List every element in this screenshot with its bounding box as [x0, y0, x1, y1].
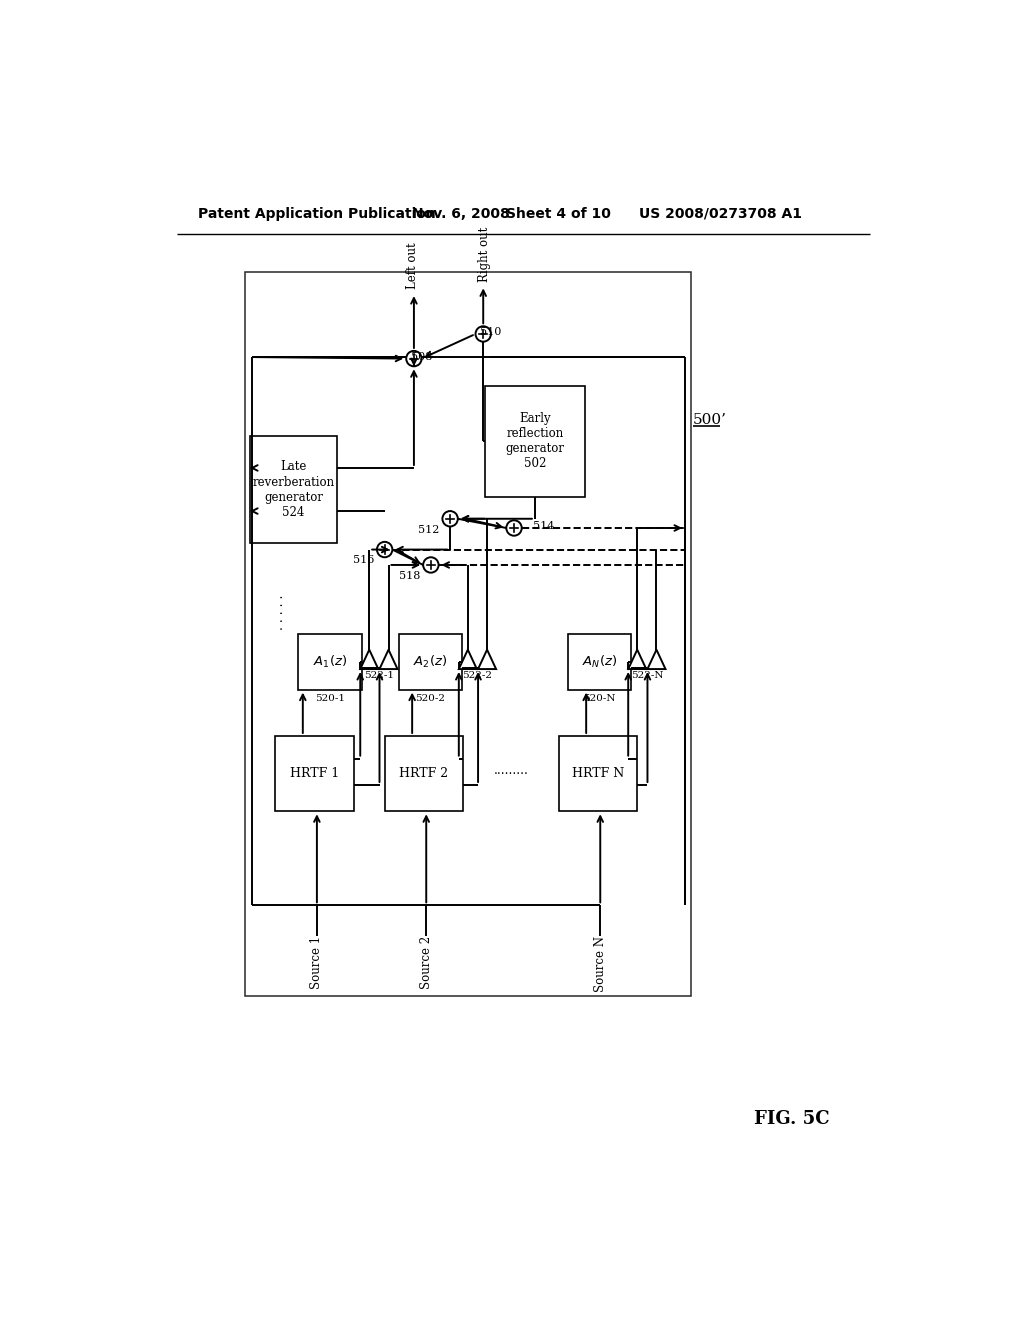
Text: Left out: Left out: [406, 243, 419, 289]
Circle shape: [506, 520, 521, 536]
Circle shape: [407, 351, 422, 367]
Text: Patent Application Publication: Patent Application Publication: [199, 207, 436, 220]
Text: HRTF 1: HRTF 1: [290, 767, 339, 780]
Text: Early
reflection
generator
502: Early reflection generator 502: [505, 412, 564, 470]
Circle shape: [377, 543, 392, 557]
Bar: [250, 436, 337, 544]
Text: 522-2: 522-2: [463, 671, 493, 680]
Text: 516: 516: [352, 556, 374, 565]
Polygon shape: [478, 649, 496, 669]
Text: $A_2(z)$: $A_2(z)$: [413, 653, 447, 671]
Polygon shape: [647, 649, 666, 669]
Text: 508: 508: [411, 352, 432, 362]
Polygon shape: [628, 649, 646, 669]
Polygon shape: [459, 649, 477, 669]
Text: 522-N: 522-N: [631, 671, 664, 680]
Text: · · · · ·: · · · · ·: [276, 595, 290, 631]
Text: Nov. 6, 2008: Nov. 6, 2008: [412, 207, 509, 220]
Bar: [559, 737, 637, 812]
Text: 518: 518: [398, 570, 420, 581]
Bar: [275, 737, 354, 812]
Circle shape: [442, 511, 458, 527]
Text: $A_1(z)$: $A_1(z)$: [313, 653, 347, 671]
Circle shape: [475, 326, 490, 342]
Text: FIG. 5C: FIG. 5C: [755, 1110, 829, 1129]
Text: 514: 514: [532, 521, 554, 532]
Text: Source N: Source N: [594, 936, 607, 993]
Bar: [398, 635, 462, 689]
Text: HRTF N: HRTF N: [571, 767, 624, 780]
Text: 512: 512: [418, 524, 439, 535]
Text: US 2008/0273708 A1: US 2008/0273708 A1: [639, 207, 802, 220]
Bar: [484, 385, 585, 498]
Bar: [245, 272, 691, 997]
Bar: [568, 635, 631, 689]
Bar: [298, 635, 361, 689]
Text: 510: 510: [480, 327, 502, 338]
Text: 520-2: 520-2: [415, 694, 445, 704]
Text: 520-1: 520-1: [315, 694, 345, 704]
Circle shape: [423, 557, 438, 573]
Text: $A_N(z)$: $A_N(z)$: [582, 653, 617, 671]
Text: ·········: ·········: [494, 768, 528, 781]
Bar: [385, 737, 463, 812]
Polygon shape: [360, 649, 378, 669]
Text: Source 1: Source 1: [310, 936, 324, 989]
Text: Source 2: Source 2: [420, 936, 433, 989]
Text: Right out: Right out: [478, 226, 492, 281]
Polygon shape: [380, 649, 397, 669]
Text: HRTF 2: HRTF 2: [399, 767, 449, 780]
Text: 522-1: 522-1: [364, 671, 394, 680]
Text: Sheet 4 of 10: Sheet 4 of 10: [506, 207, 611, 220]
Text: 520-N: 520-N: [584, 694, 615, 704]
Text: 500’: 500’: [692, 413, 727, 428]
Text: Late
reverberation
generator
524: Late reverberation generator 524: [252, 461, 335, 519]
